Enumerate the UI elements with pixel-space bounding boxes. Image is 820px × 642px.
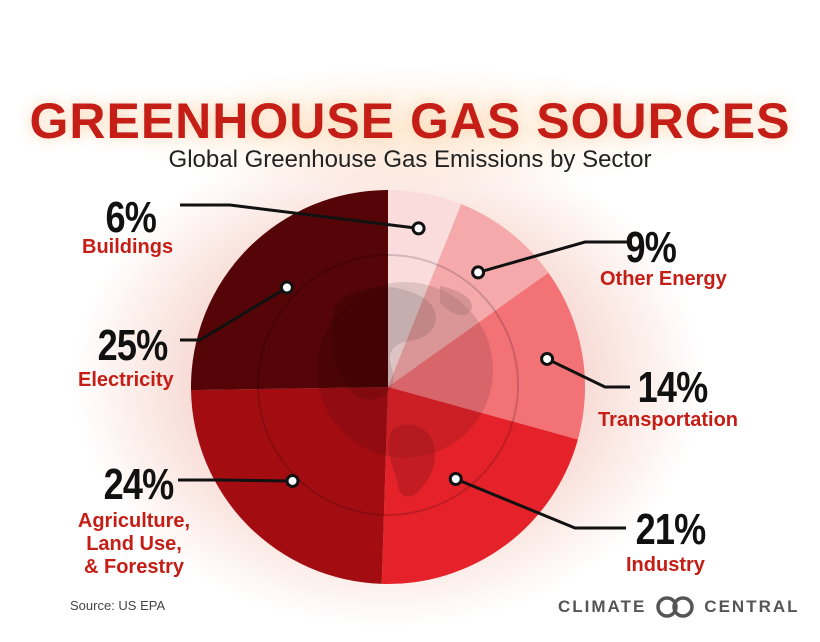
agriculture-label-line: Agriculture, [77, 510, 191, 532]
leader-line [180, 203, 419, 230]
buildings-percent-label: 6% [105, 193, 157, 242]
climate-central-logo: CLIMATE CENTRAL [558, 596, 800, 618]
agriculture-percent-label: 24% [103, 460, 175, 509]
leader-dot [285, 473, 300, 488]
leader-dot [411, 221, 426, 236]
leader-line [180, 286, 288, 342]
transportation-percent-label: 14% [637, 363, 709, 412]
industry-percent-label: 21% [635, 505, 707, 554]
agriculture-label-line: Land Use, [86, 533, 182, 555]
other-energy-label: Other Energy [600, 268, 727, 290]
leader-line [477, 240, 632, 274]
pie-slice-transportation [388, 272, 585, 440]
pie-slice-buildings [388, 190, 462, 387]
leader-lines [178, 203, 632, 530]
two-rings-logo-icon [656, 596, 695, 618]
buildings-label: Buildings [82, 236, 174, 258]
brand-right-text: CENTRAL [704, 597, 800, 616]
chart-title: GREENHOUSE GAS SOURCES [29, 93, 791, 149]
leader-line [455, 477, 626, 530]
other-energy-percent-label: 9% [625, 223, 677, 272]
pie-slice-other-energy [388, 204, 549, 387]
electricity-label: Electricity [78, 369, 174, 391]
leader-dot [471, 265, 486, 280]
pie-slice-industry [381, 387, 578, 584]
chart-subtitle: Global Greenhouse Gas Emissions by Secto… [168, 146, 652, 173]
agriculture-label-line: & Forestry [83, 556, 185, 578]
source-note: Source: US EPA [70, 598, 166, 613]
agriculture-label: Agriculture, Land Use, & Forestry [72, 510, 196, 579]
leader-dot [279, 280, 294, 295]
brand-left-text: CLIMATE [558, 597, 647, 616]
leader-line [546, 357, 630, 389]
leader-dot [448, 472, 463, 487]
pie-slices [190, 190, 585, 584]
transportation-label: Transportation [598, 409, 739, 431]
leader-dot [540, 351, 555, 366]
leader-line [178, 478, 293, 483]
electricity-percent-label: 25% [97, 321, 169, 370]
industry-label: Industry [626, 554, 705, 576]
globe-icon [257, 254, 519, 516]
